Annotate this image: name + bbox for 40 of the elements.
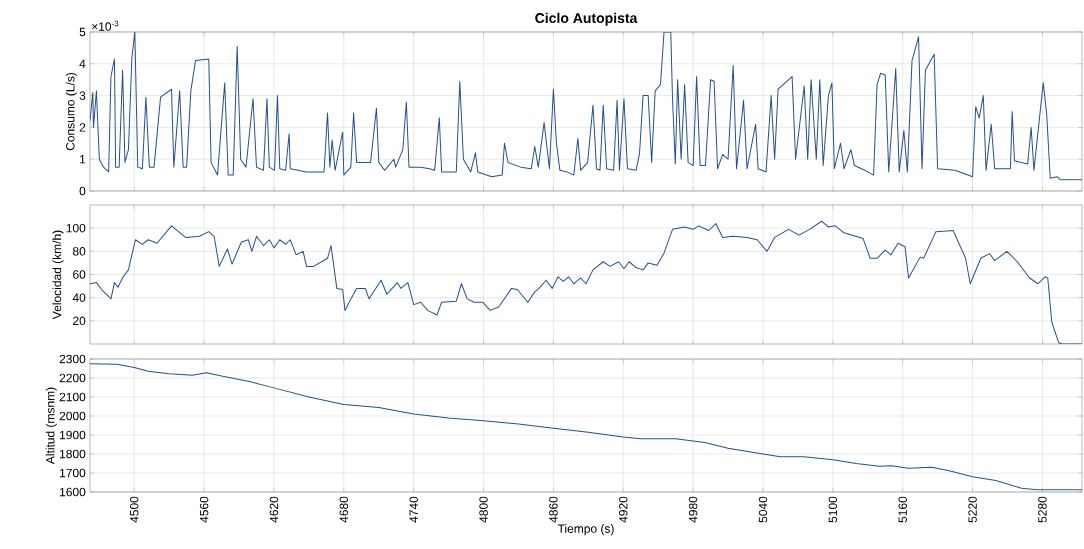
y-axis-title: Consumo (L/s) <box>65 72 77 151</box>
chart-title: Ciclo Autopista <box>535 12 638 26</box>
x-tick-label: 4560 <box>199 496 209 523</box>
line-series <box>90 363 1083 491</box>
x-tick-label: 4680 <box>339 496 349 523</box>
x-tick-label: 5220 <box>968 496 977 523</box>
y-tick-label: 1800 <box>60 449 86 459</box>
y-tick-label: 2200 <box>59 373 86 383</box>
y-tick-label: 20 <box>73 316 86 326</box>
x-tick-label: 4740 <box>409 496 418 523</box>
x-axis-title: Tiempo (s) <box>557 524 614 536</box>
x-tick-label: 4860 <box>549 496 558 523</box>
y-tick-label: 3 <box>79 91 86 100</box>
y-tick-label: 100 <box>66 223 86 233</box>
y-tick-label: 5 <box>79 27 86 37</box>
y-tick-label: 1600 <box>60 487 86 497</box>
y-tick-label: 0 <box>79 186 86 196</box>
y-tick-label: 4 <box>79 59 86 68</box>
y-axis-title: Velocidad (km/h) <box>52 230 64 320</box>
y-tick-label: 1 <box>80 155 86 164</box>
text: ×10$^{-3}$ <box>92 20 119 31</box>
x-tick-label: 4800 <box>479 496 488 523</box>
y-axis-title: Altitud (msnm) <box>45 387 57 465</box>
x-tick-label: 5280 <box>1038 496 1047 523</box>
x-tick-label: 4500 <box>130 496 139 523</box>
y-tick-label: 60 <box>73 270 86 279</box>
y-tick-label: 1700 <box>60 468 86 478</box>
x-tick-label: 4980 <box>688 496 698 523</box>
x-tick-label: 5040 <box>758 496 768 523</box>
x-tick-label: 5160 <box>898 496 907 523</box>
y-tick-label: 2000 <box>59 411 86 421</box>
y-tick-label: 1900 <box>60 430 86 440</box>
y-tick-label: 80 <box>72 247 86 256</box>
x-tick-label: 4920 <box>619 496 628 523</box>
y-tick-label: 2300 <box>59 354 86 364</box>
x-tick-label: 5100 <box>828 496 838 523</box>
y-tick-label: 40 <box>72 293 86 302</box>
x-tick-label: 4620 <box>269 496 279 523</box>
y-tick-label: 2 <box>79 123 86 132</box>
y-tick-label: 2100 <box>59 392 86 402</box>
